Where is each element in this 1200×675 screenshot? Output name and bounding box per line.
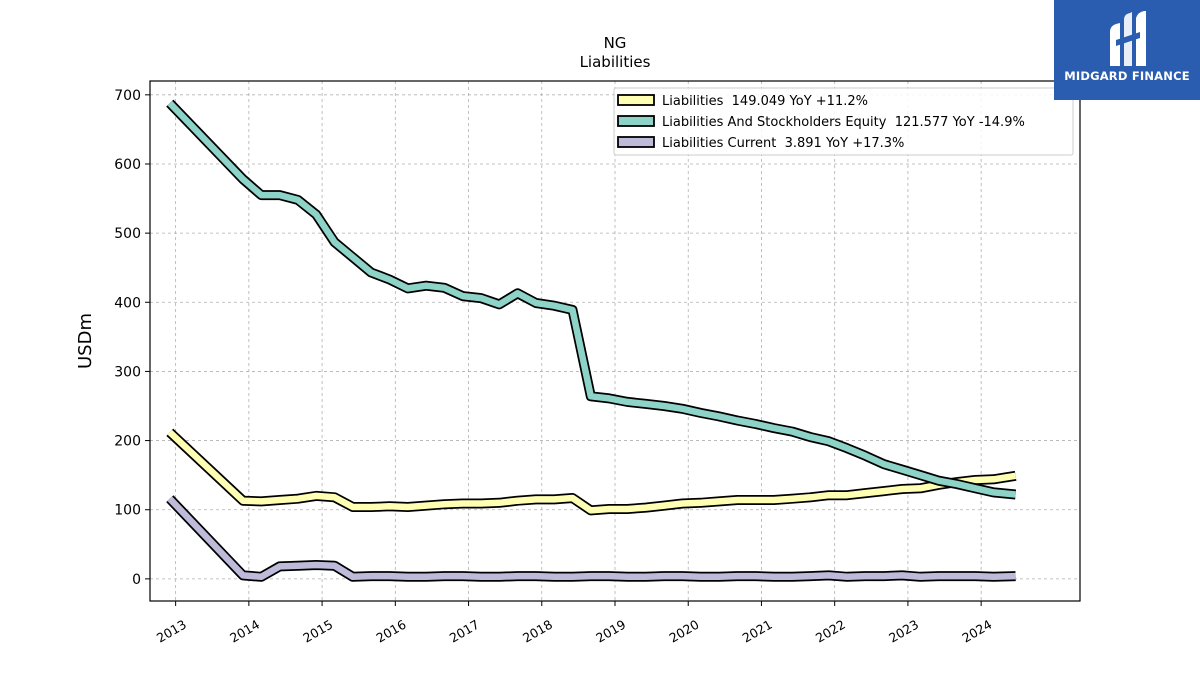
y-tick-label: 400	[114, 295, 141, 311]
series-lines	[166, 99, 1017, 582]
logo-icon	[1110, 11, 1146, 66]
legend-swatch	[617, 136, 655, 148]
x-tick-label: 2024	[959, 617, 994, 646]
chart-title: NG	[604, 34, 627, 52]
legend-label: Liabilities And Stockholders Equity 121.…	[662, 115, 1025, 130]
legend-label: Liabilities Current 3.891 YoY +17.3%	[662, 136, 904, 151]
series-line	[167, 496, 1016, 581]
y-tick-label: 500	[114, 226, 141, 242]
x-tick-label: 2022	[813, 617, 848, 646]
y-axis-ticks: 0 100 200 300 400 500 600 700	[114, 88, 150, 588]
legend-label: Liabilities 149.049 YoY +11.2%	[662, 94, 868, 109]
legend: Liabilities 149.049 YoY +11.2% Liabilitie…	[613, 87, 1074, 156]
series-line	[167, 100, 1016, 498]
x-axis-ticks: 2013 2014 2015 2016 2017 2018 2019 2020 2021 2022…	[154, 601, 994, 646]
y-tick-label: 300	[114, 364, 141, 380]
y-tick-label: 100	[114, 503, 141, 519]
brand-name: MIDGARD FINANCE	[1064, 69, 1190, 83]
series-outline	[166, 99, 1017, 500]
legend-swatch	[617, 115, 655, 127]
x-tick-label: 2015	[300, 617, 335, 646]
y-tick-label: 200	[114, 434, 141, 450]
x-tick-label: 2017	[447, 617, 482, 646]
y-axis-label: USDm	[75, 313, 96, 369]
x-tick-label: 2020	[666, 617, 701, 646]
grid	[150, 81, 1080, 601]
x-tick-label: 2023	[886, 617, 921, 646]
y-tick-label: 700	[114, 88, 141, 104]
x-tick-label: 2014	[227, 617, 262, 646]
x-tick-label: 2019	[593, 617, 628, 646]
x-tick-label: 2013	[154, 617, 189, 646]
x-tick-label: 2021	[740, 617, 775, 646]
legend-box	[613, 87, 1074, 156]
legend-swatch	[617, 94, 655, 106]
x-tick-label: 2016	[374, 617, 409, 646]
y-tick-label: 0	[132, 572, 141, 588]
x-tick-label: 2018	[520, 617, 555, 646]
chart-subtitle: Liabilities	[580, 53, 651, 71]
series-line	[167, 429, 1017, 514]
y-tick-label: 600	[114, 157, 141, 173]
brand-logo: MIDGARD FINANCE	[1054, 0, 1200, 100]
